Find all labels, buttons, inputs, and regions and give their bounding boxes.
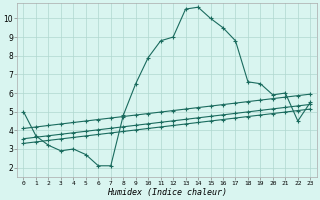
X-axis label: Humidex (Indice chaleur): Humidex (Indice chaleur) [107, 188, 227, 197]
